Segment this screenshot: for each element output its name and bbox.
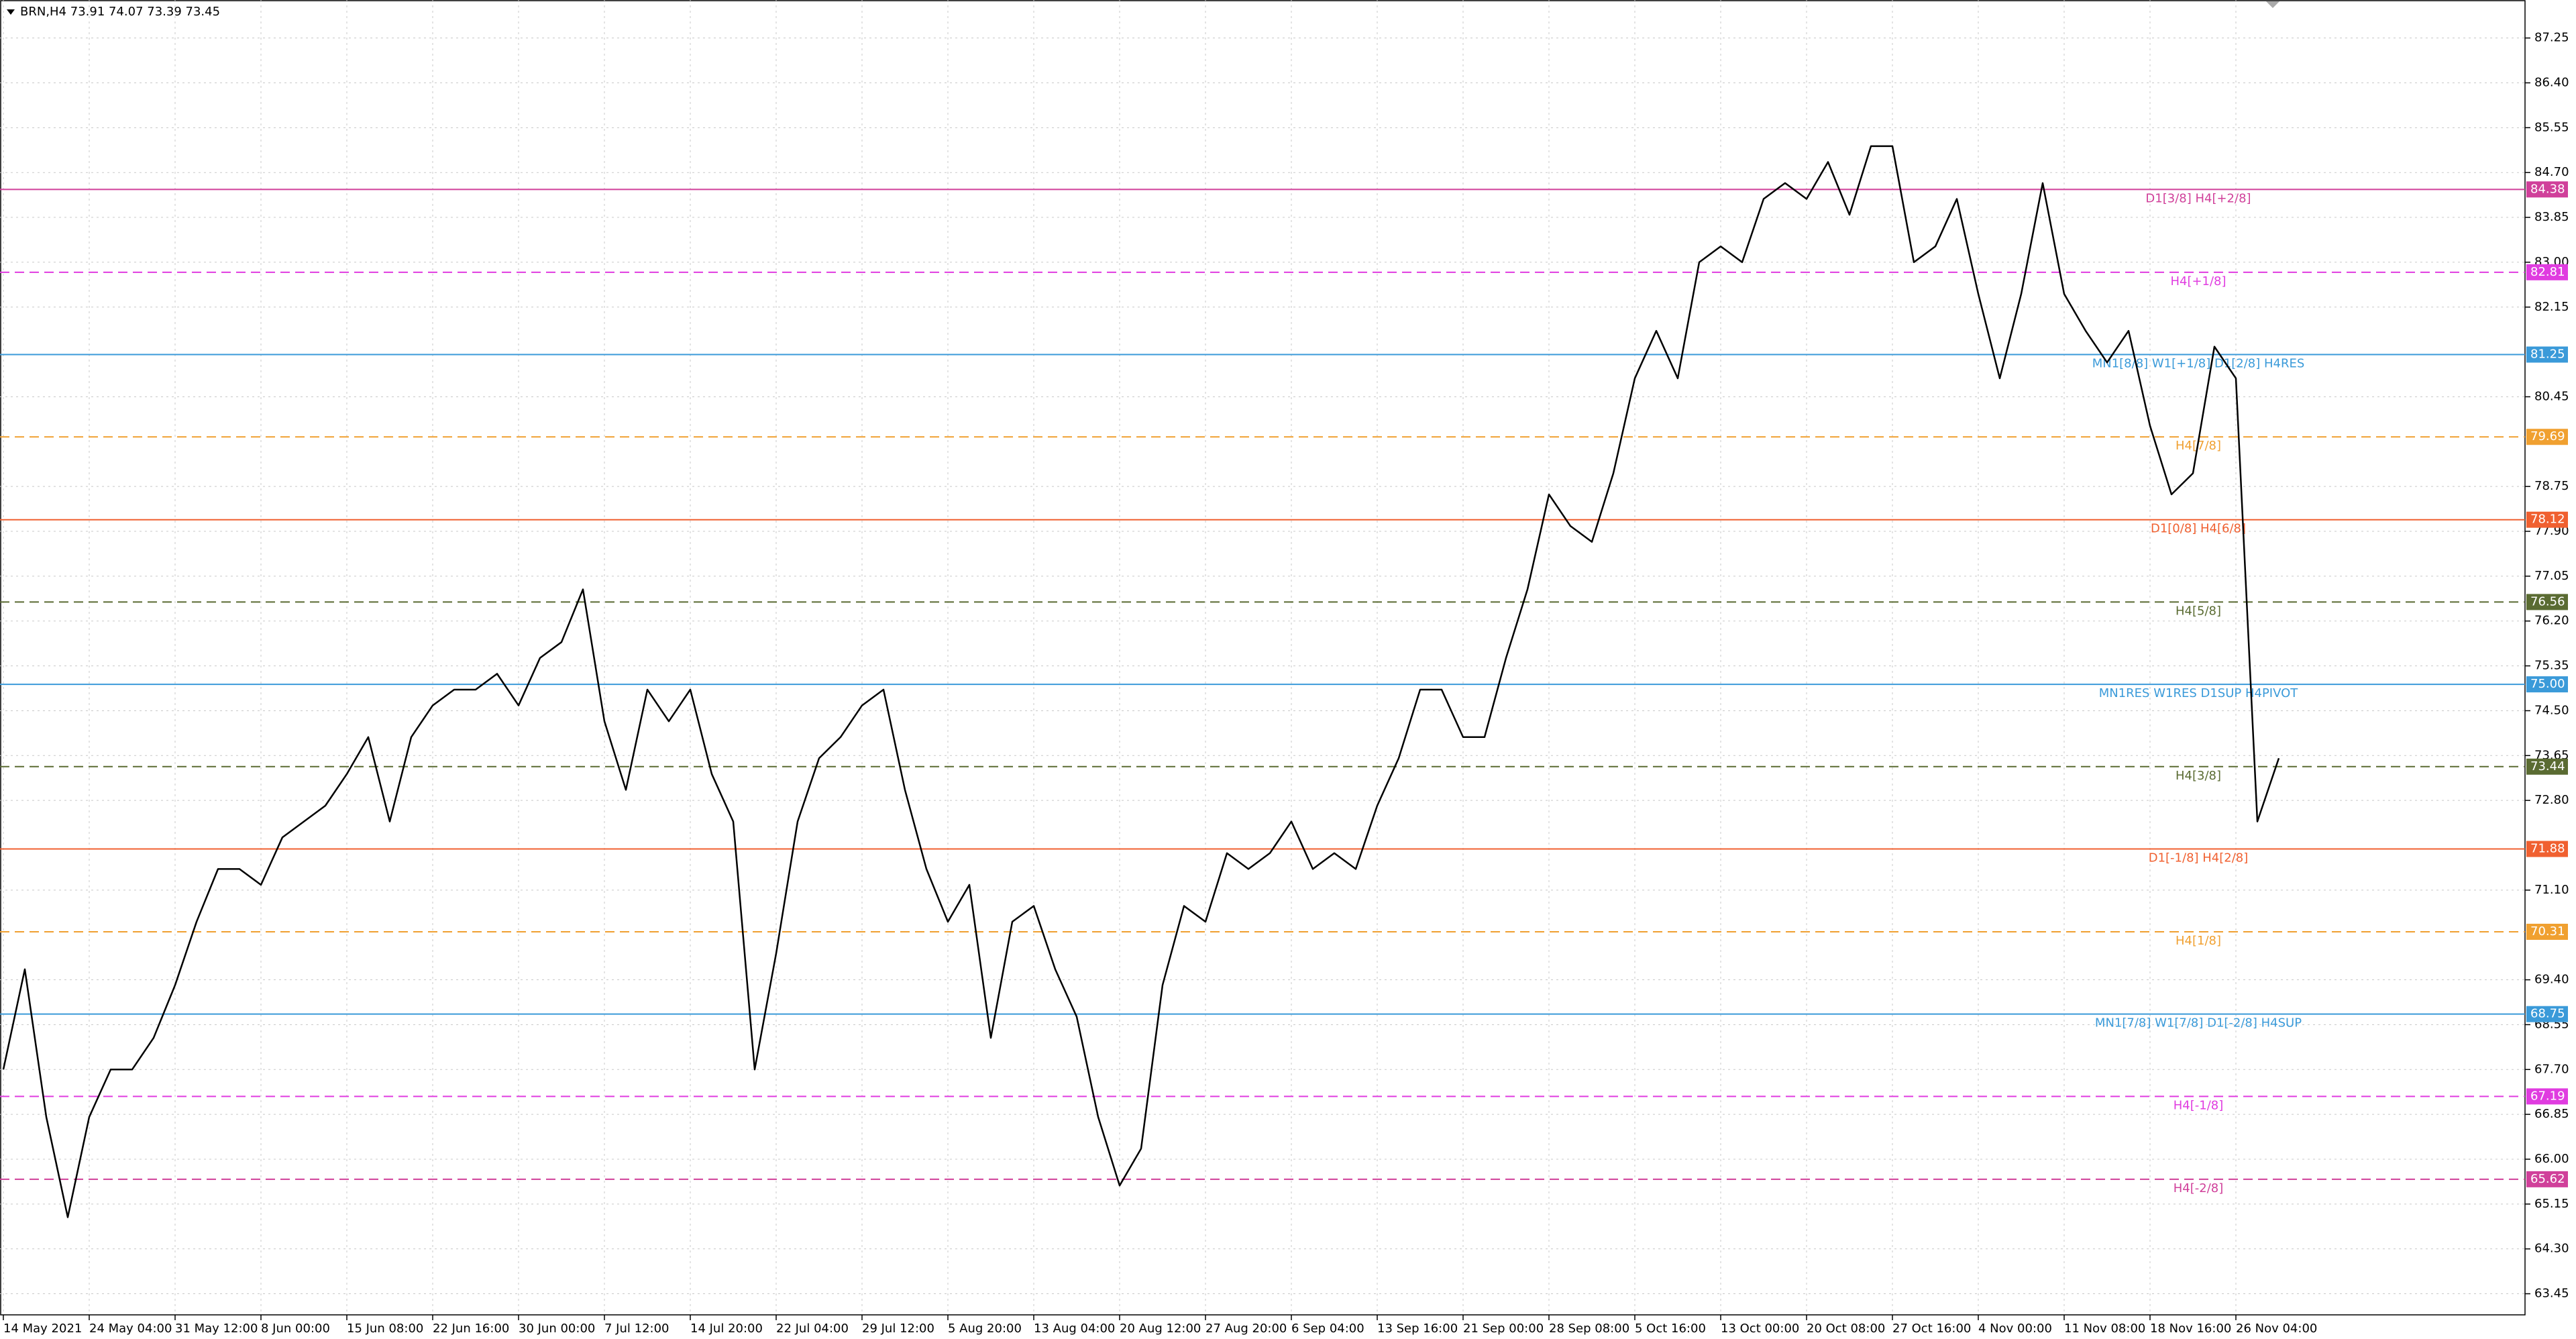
x-tick-label: 13 Oct 00:00 (1721, 1322, 1799, 1336)
level-tag-label: 70.31 (2530, 924, 2565, 939)
y-tick-label: 80.45 (2534, 389, 2569, 403)
level-label: H4[3/8] (2176, 769, 2221, 783)
x-tick-label: 31 May 12:00 (175, 1322, 258, 1336)
level-tag-label: 76.56 (2530, 594, 2565, 608)
level-tag-label: 71.88 (2530, 842, 2565, 856)
level-label: H4[-1/8] (2174, 1098, 2224, 1112)
level-tag-label: 84.38 (2530, 182, 2565, 196)
y-tick-label: 65.15 (2534, 1197, 2569, 1211)
level-tag (2526, 841, 2568, 857)
y-tick-label: 83.85 (2534, 210, 2569, 224)
level-tag (2526, 1088, 2568, 1105)
level-label: D1[-1/8] H4[2/8] (2149, 851, 2249, 865)
x-tick-label: 24 May 04:00 (89, 1322, 172, 1336)
price-line (2, 145, 2280, 1218)
level-tag (2526, 264, 2568, 280)
y-tick-label: 82.15 (2534, 300, 2569, 314)
level-label: MN1RES W1RES D1SUP H4PIVOT (2099, 686, 2299, 700)
x-tick-label: 7 Jul 12:00 (604, 1322, 669, 1336)
x-tick-label: 22 Jul 04:00 (776, 1322, 849, 1336)
x-tick-label: 26 Nov 04:00 (2236, 1322, 2317, 1336)
y-tick-label: 86.40 (2534, 75, 2569, 89)
y-tick-label: 78.75 (2534, 479, 2569, 493)
level-label: MN1[8/8] W1[+1/8] D1[2/8] H4RES (2092, 357, 2305, 371)
level-tag-label: 81.25 (2530, 347, 2565, 362)
x-tick-label: 5 Oct 16:00 (1635, 1322, 1706, 1336)
y-tick-label: 87.25 (2534, 31, 2569, 45)
x-tick-label: 28 Sep 08:00 (1549, 1322, 1629, 1336)
level-tag (2526, 1171, 2568, 1187)
level-label: H4[+1/8] (2170, 274, 2226, 288)
y-tick-label: 66.00 (2534, 1152, 2569, 1166)
level-tag-label: 65.62 (2530, 1172, 2565, 1186)
x-tick-label: 15 Jun 08:00 (347, 1322, 423, 1336)
level-tag (2526, 676, 2568, 693)
y-tick-label: 76.20 (2534, 614, 2569, 628)
x-tick-label: 4 Nov 00:00 (1978, 1322, 2052, 1336)
y-tick-label: 74.50 (2534, 703, 2569, 717)
level-tag (2526, 346, 2568, 363)
x-tick-label: 29 Jul 12:00 (862, 1322, 934, 1336)
x-tick-label: 14 May 2021 (3, 1322, 82, 1336)
y-tick-label: 71.10 (2534, 883, 2569, 897)
level-label: D1[0/8] H4[6/8] (2151, 522, 2246, 536)
menu-arrow[interactable] (7, 9, 15, 15)
level-label: H4[5/8] (2176, 604, 2221, 618)
x-tick-label: 21 Sep 00:00 (1463, 1322, 1544, 1336)
x-tick-label: 8 Jun 00:00 (261, 1322, 330, 1336)
x-tick-label: 5 Aug 20:00 (948, 1322, 1022, 1336)
y-tick-label: 75.35 (2534, 659, 2569, 673)
level-tag-label: 82.81 (2530, 265, 2565, 279)
shift-marker (2266, 1, 2279, 8)
y-tick-label: 63.45 (2534, 1287, 2569, 1301)
level-tag-label: 78.12 (2530, 513, 2565, 527)
level-tag (2526, 594, 2568, 610)
level-tag (2526, 511, 2568, 528)
level-tag-label: 75.00 (2530, 677, 2565, 691)
level-tag-label: 79.69 (2530, 429, 2565, 443)
level-tag (2526, 758, 2568, 775)
x-tick-label: 22 Jun 16:00 (433, 1322, 509, 1336)
level-tag (2526, 923, 2568, 940)
x-tick-label: 18 Nov 16:00 (2150, 1322, 2231, 1336)
x-tick-label: 20 Aug 12:00 (1120, 1322, 1201, 1336)
level-label: H4[-2/8] (2174, 1181, 2224, 1195)
y-tick-label: 72.80 (2534, 793, 2569, 807)
x-tick-label: 14 Jul 20:00 (690, 1322, 763, 1336)
plot-frame (0, 0, 2526, 1316)
level-tag (2526, 181, 2568, 198)
level-tag (2526, 429, 2568, 445)
level-tag (2526, 1006, 2568, 1022)
level-label: D1[3/8] H4[+2/8] (2145, 191, 2251, 205)
level-tag-label: 73.44 (2530, 759, 2565, 773)
x-tick-label: 27 Oct 16:00 (1892, 1322, 1971, 1336)
x-tick-label: 27 Aug 20:00 (1205, 1322, 1287, 1336)
x-tick-label: 30 Jun 00:00 (519, 1322, 595, 1336)
level-tag-label: 68.75 (2530, 1007, 2565, 1021)
x-tick-label: 13 Aug 04:00 (1034, 1322, 1115, 1336)
y-tick-label: 67.70 (2534, 1062, 2569, 1076)
level-tag-label: 67.19 (2530, 1089, 2565, 1103)
x-tick-label: 11 Nov 08:00 (2064, 1322, 2145, 1336)
y-tick-label: 64.30 (2534, 1242, 2569, 1256)
x-tick-label: 20 Oct 08:00 (1807, 1322, 1885, 1336)
y-tick-label: 66.85 (2534, 1107, 2569, 1121)
x-tick-label: 13 Sep 16:00 (1377, 1322, 1458, 1336)
y-tick-label: 69.40 (2534, 973, 2569, 987)
y-tick-label: 84.70 (2534, 165, 2569, 179)
level-label: H4[1/8] (2176, 934, 2221, 948)
chart-header: BRN,H4 73.91 74.07 73.39 73.45 (20, 5, 220, 19)
y-tick-label: 85.55 (2534, 120, 2569, 134)
x-tick-label: 6 Sep 04:00 (1291, 1322, 1364, 1336)
level-label: MN1[7/8] W1[7/8] D1[-2/8] H4SUP (2095, 1016, 2302, 1030)
y-tick-label: 77.05 (2534, 569, 2569, 583)
